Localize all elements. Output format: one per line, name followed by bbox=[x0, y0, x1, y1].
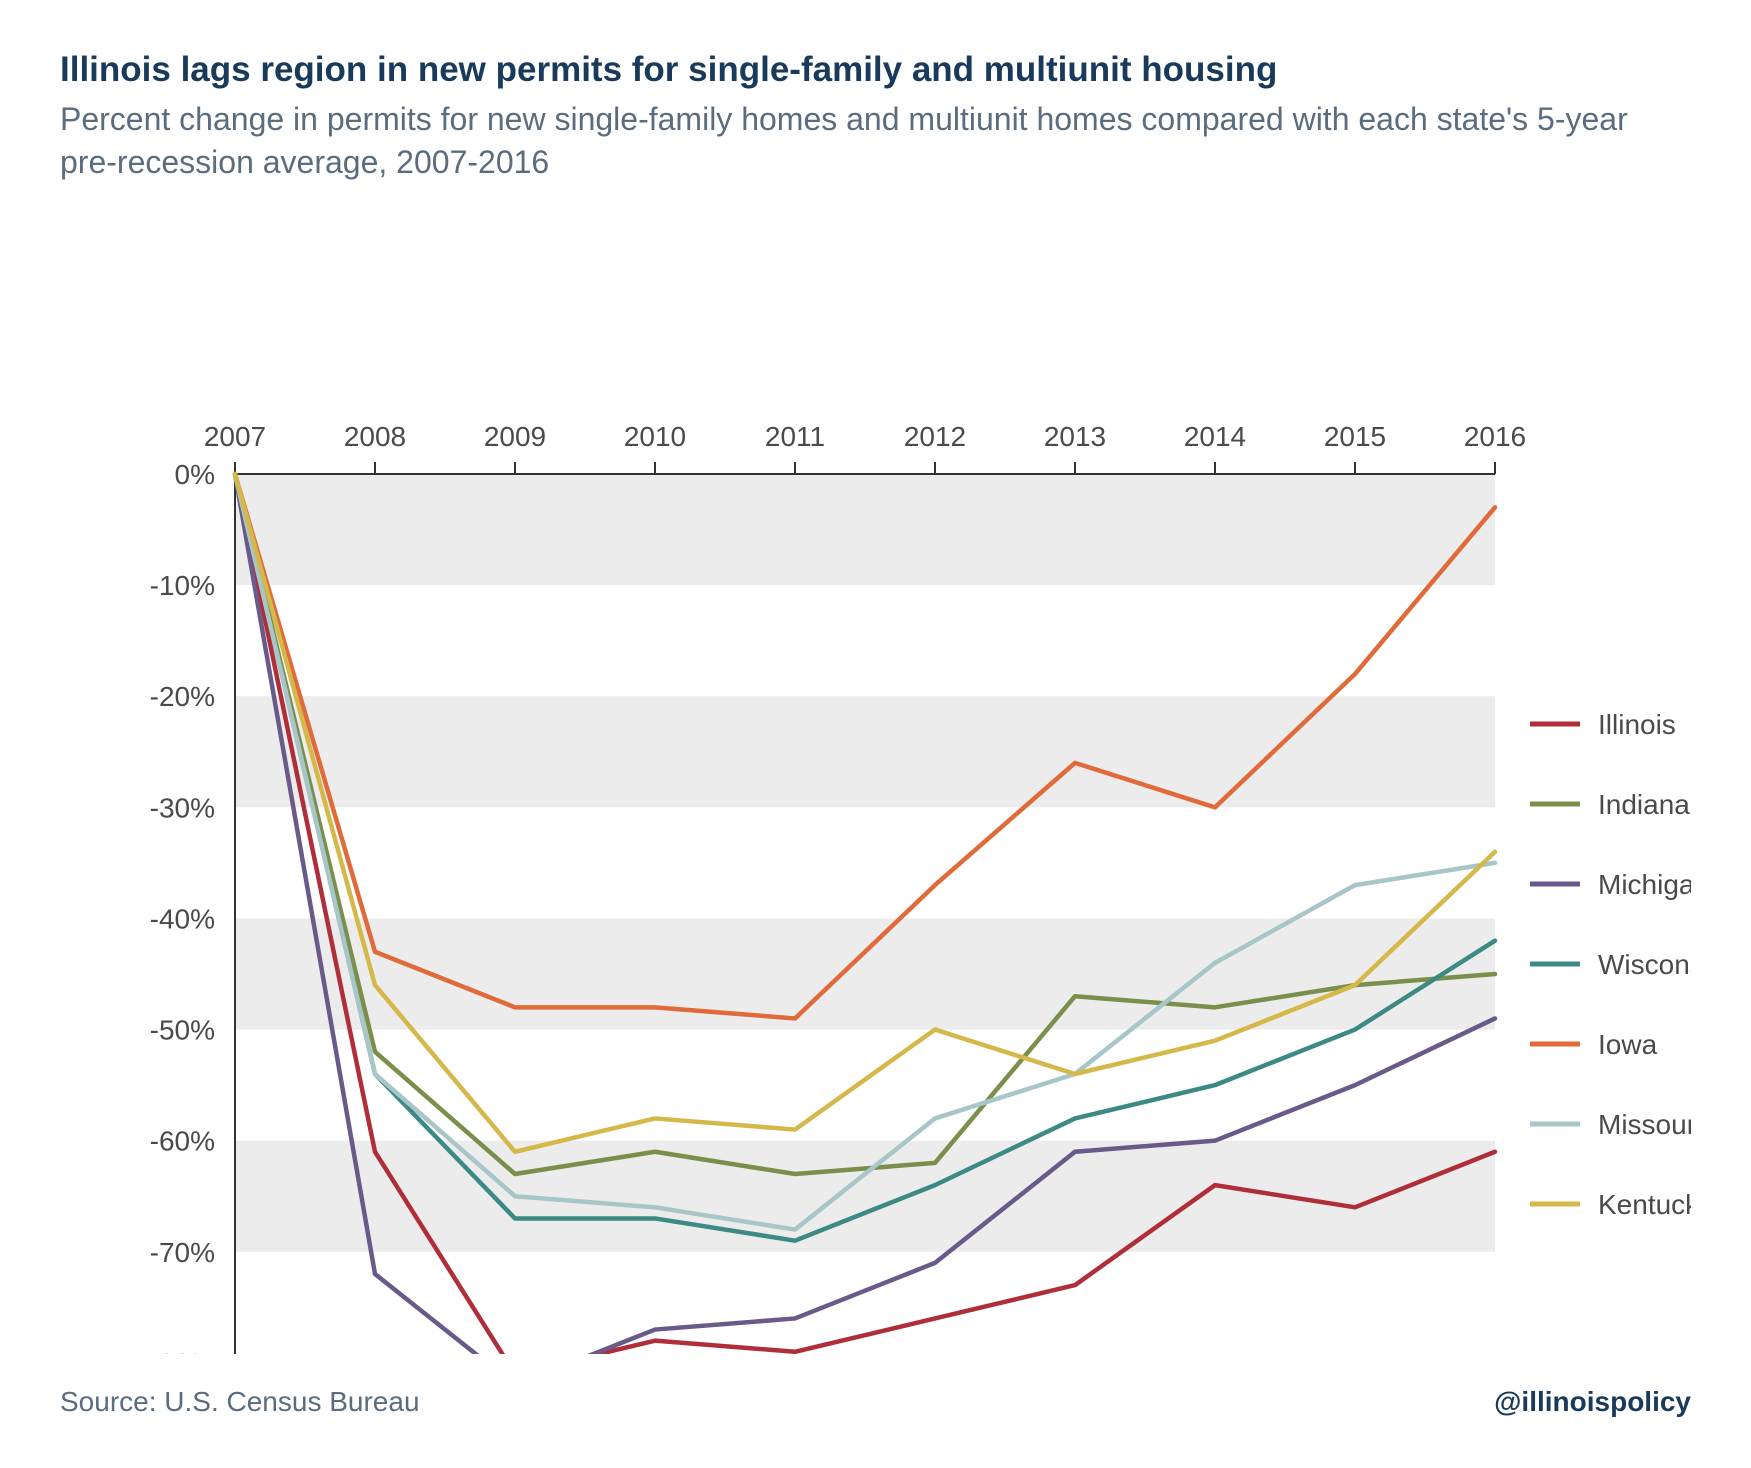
x-tick-label: 2009 bbox=[484, 421, 546, 452]
y-tick-label: -60% bbox=[150, 1126, 215, 1157]
x-tick-label: 2011 bbox=[765, 421, 825, 452]
y-tick-label: -10% bbox=[150, 570, 215, 601]
legend-swatch bbox=[1530, 1042, 1580, 1047]
x-tick-label: 2014 bbox=[1184, 421, 1246, 452]
chart-title: Illinois lags region in new permits for … bbox=[60, 50, 1691, 90]
legend-label: Iowa bbox=[1598, 1029, 1658, 1060]
y-tick-label: -30% bbox=[150, 793, 215, 824]
legend-swatch bbox=[1530, 722, 1580, 727]
legend-label: Kentucky bbox=[1598, 1189, 1691, 1220]
y-tick-label: -80% bbox=[150, 1348, 215, 1354]
series-wisconsin bbox=[235, 474, 1495, 1241]
chart-handle: @illinoispolicy bbox=[1494, 1386, 1691, 1418]
x-tick-label: 2015 bbox=[1324, 421, 1386, 452]
legend-label: Wisconsin bbox=[1598, 949, 1691, 980]
series-missouri bbox=[235, 474, 1495, 1230]
chart-container: Illinois lags region in new permits for … bbox=[0, 0, 1751, 1468]
chart-area: 0%-10%-20%-30%-40%-50%-60%-70%-80%-90%20… bbox=[60, 224, 1691, 1359]
x-tick-label: 2013 bbox=[1044, 421, 1106, 452]
x-tick-label: 2007 bbox=[204, 421, 266, 452]
legend-swatch bbox=[1530, 1202, 1580, 1207]
legend-label: Missouri bbox=[1598, 1109, 1691, 1140]
y-tick-label: -40% bbox=[150, 904, 215, 935]
legend-swatch bbox=[1530, 882, 1580, 887]
chart-source: Source: U.S. Census Bureau bbox=[60, 1386, 420, 1418]
x-tick-label: 2016 bbox=[1464, 421, 1526, 452]
x-tick-label: 2012 bbox=[904, 421, 966, 452]
legend-swatch bbox=[1530, 1122, 1580, 1127]
y-tick-label: -20% bbox=[150, 682, 215, 713]
legend-label: Indiana bbox=[1598, 789, 1690, 820]
x-tick-label: 2008 bbox=[344, 421, 406, 452]
legend-swatch bbox=[1530, 962, 1580, 967]
y-tick-label: -70% bbox=[150, 1237, 215, 1268]
x-tick-label: 2010 bbox=[624, 421, 686, 452]
legend-label: Illinois bbox=[1598, 709, 1676, 740]
legend-label: Michigan bbox=[1598, 869, 1691, 900]
line-chart-svg: 0%-10%-20%-30%-40%-50%-60%-70%-80%-90%20… bbox=[60, 224, 1691, 1354]
legend-swatch bbox=[1530, 802, 1580, 807]
y-tick-label: -50% bbox=[150, 1015, 215, 1046]
chart-subtitle: Percent change in permits for new single… bbox=[60, 98, 1691, 184]
y-tick-label: 0% bbox=[175, 459, 215, 490]
